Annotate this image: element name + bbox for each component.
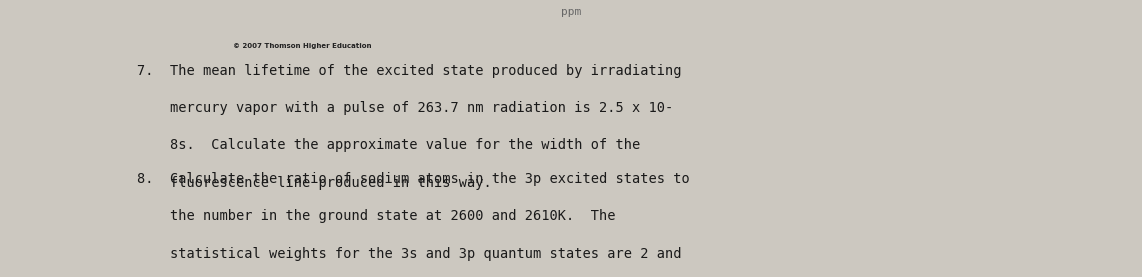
Text: 8.  Calculate the ratio of sodium atoms in the 3p excited states to: 8. Calculate the ratio of sodium atoms i… [137,172,690,186]
Text: © 2007 Thomson Higher Education: © 2007 Thomson Higher Education [233,43,372,49]
Text: statistical weights for the 3s and 3p quantum states are 2 and: statistical weights for the 3s and 3p qu… [137,247,682,261]
Text: mercury vapor with a pulse of 263.7 nm radiation is 2.5 x 10-: mercury vapor with a pulse of 263.7 nm r… [137,101,674,115]
Text: the number in the ground state at 2600 and 2610K.  The: the number in the ground state at 2600 a… [137,209,616,223]
Text: 7.  The mean lifetime of the excited state produced by irradiating: 7. The mean lifetime of the excited stat… [137,64,682,78]
Text: 8s.  Calculate the approximate value for the width of the: 8s. Calculate the approximate value for … [137,138,641,153]
Text: fluorescence line produced in this way.: fluorescence line produced in this way. [137,176,492,190]
Text: ppm: ppm [561,7,581,17]
